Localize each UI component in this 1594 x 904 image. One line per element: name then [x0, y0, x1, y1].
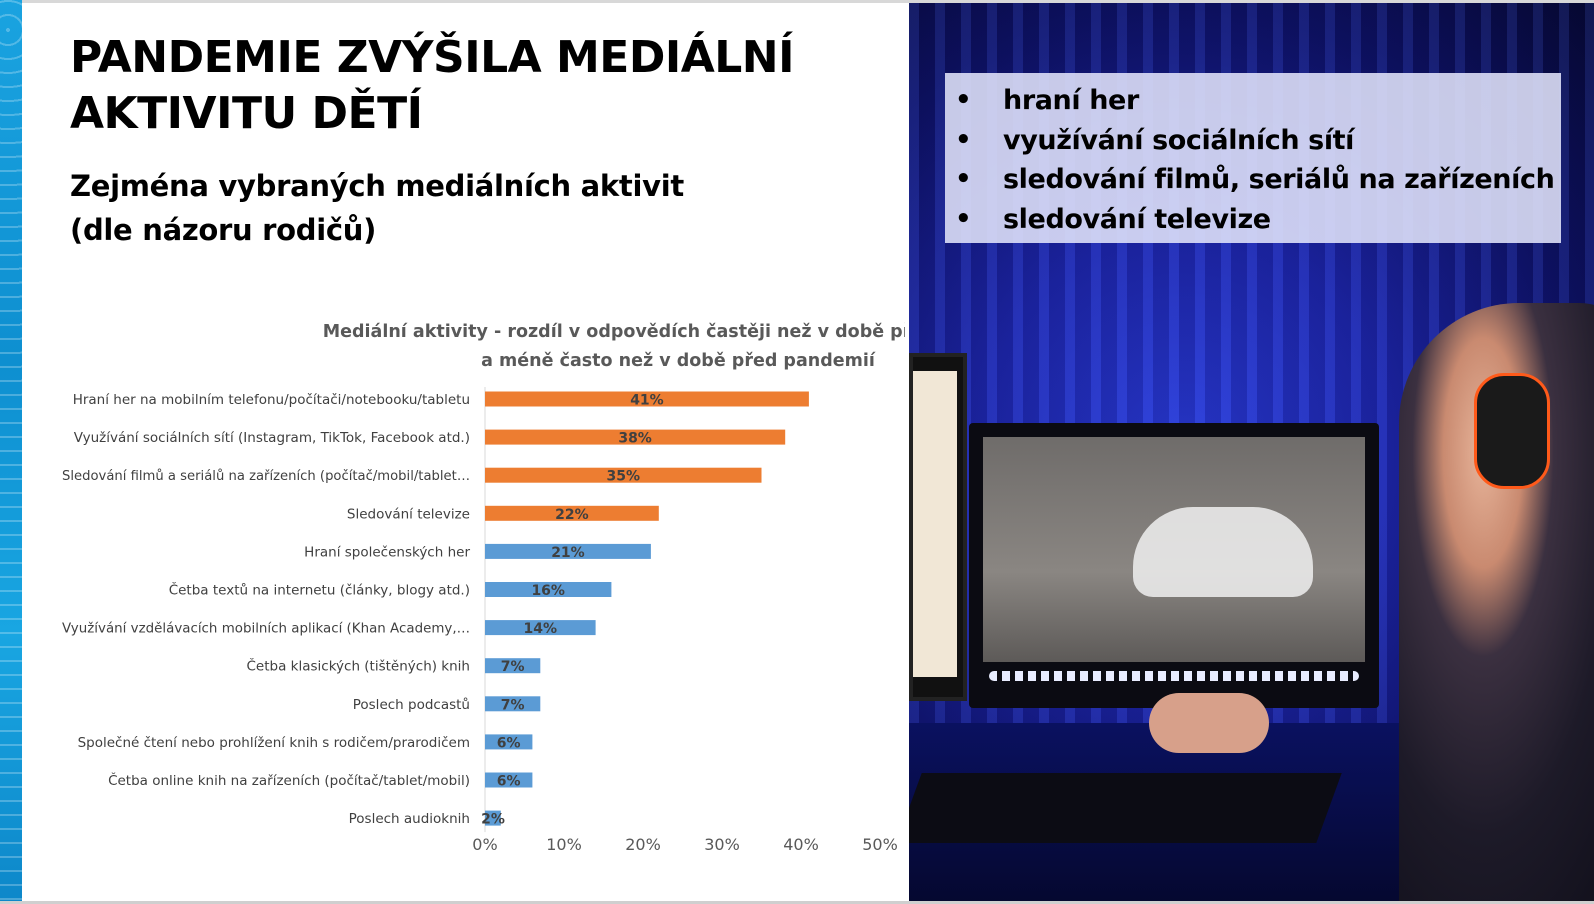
bar — [485, 620, 596, 636]
bullet-item: sledování filmů, seriálů na zařízeních — [955, 160, 1561, 200]
title-line-1: PANDEMIE ZVÝŠILA MEDIÁLNÍ — [70, 32, 795, 83]
x-tick-label: 40% — [783, 835, 819, 854]
category-label: Hraní společenských her — [304, 544, 470, 560]
bar — [485, 391, 809, 407]
monitor — [969, 423, 1379, 708]
chart-title-line-1: Mediální aktivity - rozdíl v odpovědích … — [323, 322, 905, 342]
data-label: 38% — [618, 431, 652, 447]
bullet-item: využívání sociálních sítí — [955, 121, 1561, 161]
category-label: Poslech audioknih — [349, 811, 470, 827]
bar — [485, 772, 533, 788]
category-label: Četba klasických (tištěných) knih — [246, 657, 470, 675]
headset — [1474, 373, 1550, 489]
category-label: Četba textů na internetu (články, blogy … — [169, 581, 470, 599]
bullet-box: hraní her využívání sociálních sítí sled… — [945, 73, 1561, 243]
bar — [485, 810, 501, 826]
bar — [485, 582, 612, 597]
category-label: Poslech podcastů — [353, 697, 470, 713]
top-border — [0, 0, 1594, 3]
category-label: Využívání vzdělávacích mobilních aplikac… — [62, 621, 470, 637]
x-tick-label: 0% — [472, 835, 497, 854]
slide-subtitle: Zejména vybraných mediálních aktivit (dl… — [70, 164, 870, 252]
bullet-item: sledování televize — [955, 200, 1561, 240]
data-label: 6% — [497, 735, 521, 751]
data-label: 14% — [524, 621, 558, 637]
chart-title-line-2: a méně často než v době před pandemií — [481, 351, 876, 371]
data-label: 22% — [555, 507, 589, 523]
data-label: 7% — [501, 697, 525, 713]
x-tick-label: 20% — [625, 835, 661, 854]
data-label: 41% — [630, 393, 664, 409]
x-tick-label: 50% — [862, 835, 898, 854]
category-label: Četba online knih na zařízeních (počítač… — [108, 771, 470, 789]
bar-chart: Mediální aktivity - rozdíl v odpovědích … — [62, 322, 905, 854]
category-label: Využívání sociálních sítí (Instagram, Ti… — [74, 430, 470, 446]
bullet-list: hraní her využívání sociálních sítí sled… — [945, 73, 1561, 239]
bullet-item: hraní her — [955, 81, 1561, 121]
bottom-border — [0, 901, 1594, 904]
decorative-strip — [0, 0, 22, 904]
data-label: 2% — [481, 812, 505, 828]
led-lights — [989, 671, 1359, 681]
data-label: 16% — [531, 583, 565, 599]
category-label: Sledování filmů a seriálů na zařízeních … — [62, 468, 470, 484]
bar — [485, 543, 651, 559]
hand — [1149, 693, 1269, 753]
category-label: Společné čtení nebo prohlížení knih s ro… — [78, 735, 470, 751]
x-tick-label: 10% — [546, 835, 582, 854]
subtitle-line-2: (dle názoru rodičů) — [70, 213, 377, 247]
keyboard — [909, 773, 1342, 843]
data-label: 6% — [497, 774, 521, 790]
data-label: 35% — [606, 469, 640, 485]
bar — [485, 734, 533, 750]
bar — [485, 467, 762, 483]
left-monitor — [909, 353, 967, 701]
data-label: 7% — [501, 659, 525, 675]
bar — [485, 696, 541, 712]
category-label: Hraní her na mobilním telefonu/počítači/… — [73, 392, 470, 408]
category-label: Sledování televize — [347, 506, 470, 522]
subtitle-line-1: Zejména vybraných mediálních aktivit — [70, 169, 684, 203]
bar — [485, 658, 541, 674]
title-line-2: AKTIVITU DĚTÍ — [70, 88, 423, 139]
data-label: 21% — [551, 545, 585, 561]
slide-title: PANDEMIE ZVÝŠILA MEDIÁLNÍ AKTIVITU DĚTÍ — [70, 30, 870, 142]
x-tick-label: 30% — [704, 835, 740, 854]
bar — [485, 429, 786, 445]
bar — [485, 505, 659, 521]
